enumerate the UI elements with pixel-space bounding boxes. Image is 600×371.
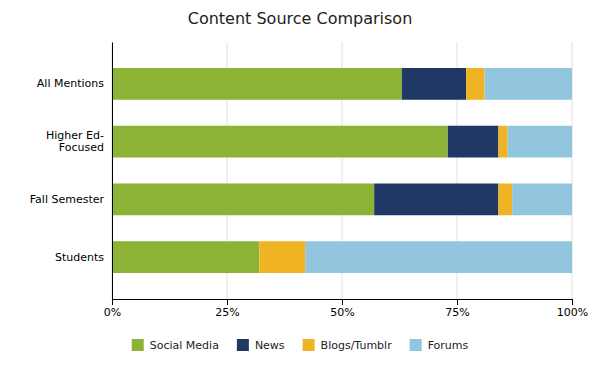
tick: 0%	[104, 299, 121, 319]
grid	[112, 42, 572, 299]
x-axis: 0% 25% 50% 75% 100%	[104, 299, 588, 319]
bar	[112, 68, 402, 100]
bar	[305, 241, 572, 273]
bars	[112, 68, 572, 273]
legend-swatch	[410, 339, 422, 351]
tick: 75%	[445, 299, 469, 319]
legend-label: Social Media	[150, 339, 219, 352]
tick-mark	[227, 299, 228, 305]
tick-label: All Mentions	[37, 77, 104, 90]
legend-item: Forums	[410, 339, 469, 352]
tick-mark	[112, 299, 113, 305]
chart: Content Source Comparison 0% 25% 50% 75% 100%…	[0, 0, 600, 371]
tick-mark	[457, 299, 458, 305]
legend-swatch	[132, 339, 144, 351]
legend-item: News	[237, 339, 285, 352]
tick: 50%	[330, 299, 354, 319]
title: Content Source Comparison	[188, 9, 413, 28]
tick: Students	[55, 251, 104, 264]
legend: Social Media News Blogs/Tumblr Forums	[132, 339, 469, 352]
legend-label: News	[255, 339, 285, 352]
legend-item: Social Media	[132, 339, 219, 352]
tick: All Mentions	[37, 77, 104, 90]
bar	[466, 68, 484, 100]
axis-line	[112, 43, 113, 300]
bar	[485, 68, 572, 100]
bar	[512, 183, 572, 215]
tick-label: Fall Semester	[30, 193, 105, 206]
tick-mark	[342, 299, 343, 305]
bar	[112, 241, 259, 273]
bar	[259, 241, 305, 273]
bar	[112, 126, 448, 158]
axis-line	[113, 300, 573, 306]
tick: Higher Ed-Focused	[46, 129, 104, 155]
series	[374, 68, 498, 215]
legend-item: Blogs/Tumblr	[303, 339, 393, 352]
tick-label: 75%	[445, 306, 469, 319]
legend-label: Blogs/Tumblr	[321, 339, 393, 352]
bar	[374, 183, 498, 215]
tick-mark	[572, 299, 573, 305]
bar	[448, 126, 499, 158]
tick: 100%	[557, 299, 588, 319]
bar	[402, 68, 466, 100]
bar	[498, 183, 512, 215]
tick-label: 25%	[215, 306, 239, 319]
grid-line	[112, 42, 113, 299]
legend-label: Forums	[428, 339, 469, 352]
bar	[112, 183, 374, 215]
tick-label: 100%	[557, 306, 588, 319]
series	[305, 68, 572, 273]
tick: 25%	[215, 299, 239, 319]
tick-label: 0%	[104, 306, 121, 319]
tick-label: 50%	[330, 306, 354, 319]
legend-swatch	[303, 339, 315, 351]
tick: Fall Semester	[30, 193, 105, 206]
legend-swatch	[237, 339, 249, 351]
tick-label: Students	[55, 251, 104, 264]
bar	[508, 126, 572, 158]
y-axis: All Mentions Higher Ed-Focused Fall Semest…	[30, 43, 113, 300]
tick-label: Higher Ed-Focused	[46, 129, 104, 155]
plot: 0% 25% 50% 75% 100% All Mentions Higher Ed-Foc…	[30, 42, 588, 319]
bar	[498, 126, 507, 158]
